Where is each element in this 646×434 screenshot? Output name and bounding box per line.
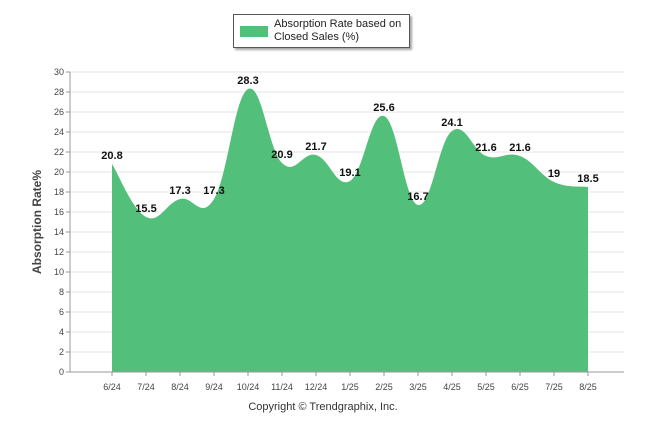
- x-tick-label-4/25: 4/25: [443, 382, 461, 392]
- y-tick-label-4: 4: [59, 327, 64, 337]
- y-tick-label-30: 30: [54, 67, 64, 77]
- y-tick-label-26: 26: [54, 107, 64, 117]
- y-tick-label-16: 16: [54, 207, 64, 217]
- x-tick-label-5/25: 5/25: [477, 382, 495, 392]
- y-tick-label-2: 2: [59, 347, 64, 357]
- y-tick-label-22: 22: [54, 147, 64, 157]
- x-tick-label-10/24: 10/24: [237, 382, 260, 392]
- data-label-7/25: 19: [548, 168, 560, 180]
- y-tick-label-20: 20: [54, 167, 64, 177]
- data-label-8/24: 17.3: [169, 185, 190, 197]
- area-series: [112, 88, 588, 373]
- x-tick-label-12/24: 12/24: [305, 382, 328, 392]
- data-label-1/25: 19.1: [339, 167, 360, 179]
- y-tick-label-6: 6: [59, 307, 64, 317]
- x-axis-ticks: 6/24 7/24 8/24 9/24 10/24 11/24 12/24 1/25 2/25 3…: [103, 372, 597, 392]
- data-label-3/25: 16.7: [407, 191, 428, 203]
- x-tick-label-7/24: 7/24: [137, 382, 155, 392]
- y-tick-label-8: 8: [59, 287, 64, 297]
- x-tick-label-9/24: 9/24: [205, 382, 223, 392]
- data-label-12/24: 21.7: [305, 141, 326, 153]
- y-tick-label-12: 12: [54, 247, 64, 257]
- y-tick-label-28: 28: [54, 87, 64, 97]
- x-tick-label-8/24: 8/24: [171, 382, 189, 392]
- x-tick-label-11/24: 11/24: [271, 382, 293, 392]
- data-label-11/24: 20.9: [271, 149, 292, 161]
- x-tick-label-1/25: 1/25: [341, 382, 359, 392]
- data-label-7/24: 15.5: [135, 203, 156, 215]
- data-label-10/24: 28.3: [237, 75, 258, 87]
- data-label-6/24: 20.8: [101, 150, 122, 162]
- data-label-5/25: 21.6: [475, 142, 496, 154]
- y-axis-title: Absorption Rate%: [30, 170, 44, 274]
- data-label-6/25: 21.6: [509, 142, 530, 154]
- data-labels: 20.8 15.5 17.3 17.3 28.3 20.9 21.7 19.1 25.6 16.7…: [101, 75, 598, 215]
- legend-swatch: [240, 26, 268, 37]
- y-tick-label-0: 0: [59, 367, 64, 377]
- data-label-2/25: 25.6: [373, 102, 394, 114]
- x-tick-label-7/25: 7/25: [545, 382, 563, 392]
- y-tick-label-10: 10: [54, 267, 64, 277]
- data-label-4/25: 24.1: [441, 117, 462, 129]
- area-fill: [112, 88, 588, 373]
- legend-label: Absorption Rate based on Closed Sales (%…: [274, 18, 402, 43]
- y-tick-label-14: 14: [54, 227, 64, 237]
- y-tick-label-24: 24: [54, 127, 64, 137]
- chart-legend: Absorption Rate based on Closed Sales (%…: [233, 14, 410, 48]
- data-label-8/25: 18.5: [577, 173, 598, 185]
- y-tick-label-18: 18: [54, 187, 64, 197]
- x-tick-label-3/25: 3/25: [409, 382, 427, 392]
- x-tick-label-8/25: 8/25: [579, 382, 597, 392]
- x-tick-label-2/25: 2/25: [375, 382, 393, 392]
- x-tick-label-6/24: 6/24: [103, 382, 121, 392]
- x-tick-label-6/25: 6/25: [511, 382, 529, 392]
- data-label-9/24: 17.3: [203, 185, 224, 197]
- copyright-text: Copyright © Trendgraphix, Inc.: [248, 401, 398, 413]
